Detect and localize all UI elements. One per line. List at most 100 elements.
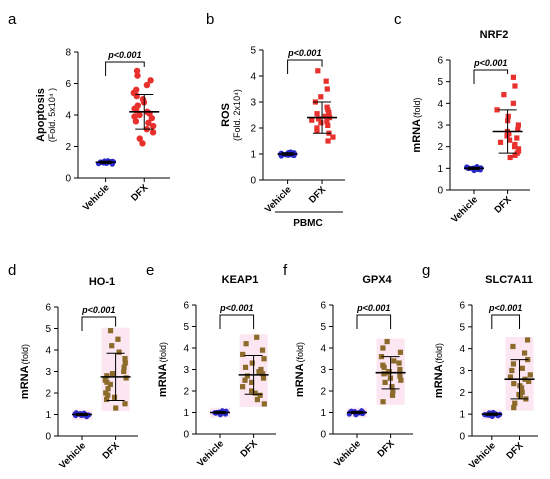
y-tick-label: 0	[250, 176, 256, 187]
group-label: PBMC	[293, 218, 322, 229]
data-point-dfx	[507, 137, 513, 143]
y-tick-label: 5	[437, 77, 443, 88]
y-tick-label: 5	[183, 322, 189, 333]
data-point-dfx	[260, 375, 267, 381]
data-point-dfx	[511, 405, 517, 411]
panel-b: b ROS(Fold. 2x10⁴) 0 1 2 3 4 5 Vehicle DFX PBMC p<0…	[206, 11, 345, 229]
y-axis-label-main: Apoptosis	[35, 88, 47, 142]
data-point-dfx	[249, 360, 255, 366]
data-point-dfx	[510, 361, 517, 367]
p-value-label: p<0.001	[219, 303, 253, 313]
data-point-dfx	[314, 111, 320, 117]
significance-bracket	[491, 314, 521, 329]
data-point-dfx	[380, 345, 386, 351]
data-point-dfx	[242, 377, 248, 383]
data-point-dfx	[240, 351, 246, 358]
y-tick-label: 1	[45, 410, 51, 421]
data-point-dfx	[240, 384, 246, 390]
y-axis-label-main: mRNA	[433, 364, 445, 398]
p-value-label: p<0.001	[107, 50, 141, 60]
data-point-dfx	[510, 74, 517, 80]
data-point-dfx	[511, 381, 517, 387]
data-point-dfx	[501, 92, 507, 98]
data-point-dfx	[249, 379, 255, 385]
data-point-dfx	[318, 120, 324, 126]
y-axis-label-sub: (fold)	[158, 342, 168, 363]
y-tick-label: 6	[459, 301, 465, 312]
data-point-dfx	[512, 141, 518, 148]
data-point-dfx	[133, 86, 140, 94]
data-point-dfx	[134, 72, 141, 79]
data-point-dfx	[324, 118, 330, 125]
data-point-dfx	[515, 122, 521, 128]
y-tick-label: 5	[459, 322, 465, 333]
data-point-dfx	[261, 401, 267, 407]
y-tick-label: 2	[45, 389, 51, 400]
panel-a: a Apoptosis(Fold. 5x10⁴ ) 0 2 4 6 8 Vehicle DFX p…	[8, 11, 170, 213]
data-point-dfx	[116, 349, 122, 355]
data-point-dfx	[104, 373, 110, 379]
data-point-dfx	[143, 81, 151, 89]
data-point-dfx	[315, 68, 321, 74]
significance-bracket	[219, 314, 255, 329]
y-tick-label: 6	[320, 301, 326, 312]
data-point-dfx	[109, 371, 116, 377]
data-point-dfx	[382, 379, 388, 385]
y-axis-label-main: mRNA	[294, 363, 306, 397]
panel-d: d HO-1 mRNA(fold) 0 1 2 3 4 5 6 Vehicle DFX p<0.001	[8, 262, 138, 471]
significance-bracket	[287, 59, 323, 74]
y-tick-label: 3	[250, 98, 256, 109]
significance-bracket	[105, 61, 145, 76]
data-point-dfx	[102, 377, 108, 383]
y-axis-label: mRNA(fold)	[294, 342, 306, 397]
data-point-dfx	[519, 389, 525, 395]
data-point-dfx	[510, 343, 516, 350]
data-point-dfx	[497, 139, 504, 145]
panel-letter: a	[8, 11, 17, 28]
significance-bracket	[81, 316, 117, 331]
panel-letter: g	[422, 262, 430, 279]
data-point-dfx	[134, 102, 142, 109]
x-tick-label-vehicle: Vehicle	[332, 438, 363, 469]
y-tick-label: 0	[183, 430, 189, 441]
y-tick-label: 2	[65, 142, 71, 153]
y-tick-label: 4	[437, 99, 443, 110]
data-point-dfx	[325, 122, 331, 128]
panel-title: NRF2	[480, 29, 509, 41]
x-tick-label-dfx: DFX	[239, 438, 261, 460]
significance-bracket	[473, 69, 509, 84]
data-point-dfx	[519, 365, 525, 371]
y-tick-label: 6	[65, 79, 71, 90]
data-point-dfx	[380, 362, 386, 368]
y-axis-label-sub: (fold)	[434, 343, 444, 364]
y-axis-label: mRNA(fold)	[157, 342, 169, 397]
y-axis-label: mRNA(fold)	[433, 343, 445, 398]
data-point-dfx	[512, 83, 518, 89]
y-tick-label: 4	[65, 111, 71, 122]
y-tick-label: 4	[45, 346, 51, 357]
data-point-dfx	[121, 364, 127, 370]
x-tick-label-dfx: DFX	[307, 184, 329, 206]
data-point-dfx	[109, 343, 115, 349]
x-tick-label-vehicle: Vehicle	[449, 194, 480, 225]
data-point-dfx	[318, 94, 324, 100]
data-point-dfx	[131, 113, 138, 120]
y-tick-label: 1	[320, 408, 326, 419]
y-tick-label: 1	[437, 164, 443, 175]
y-axis-label: Apoptosis(Fold. 5x10⁴ )	[35, 88, 57, 142]
data-point-dfx	[397, 349, 404, 355]
data-point-dfx	[324, 86, 330, 92]
data-point-dfx	[381, 371, 387, 377]
data-point-dfx	[514, 135, 520, 141]
x-tick-label-dfx: DFX	[376, 438, 398, 460]
data-point-dfx	[147, 77, 154, 84]
data-point-dfx	[136, 111, 143, 119]
y-tick-label: 2	[459, 388, 465, 399]
data-point-dfx	[378, 354, 385, 360]
data-point-dfx	[323, 78, 329, 84]
data-point-dfx	[507, 154, 513, 161]
panel-letter: e	[146, 262, 154, 279]
x-tick-label-vehicle: Vehicle	[57, 440, 88, 471]
data-point-dfx	[249, 388, 255, 394]
panel-letter: b	[206, 11, 214, 28]
